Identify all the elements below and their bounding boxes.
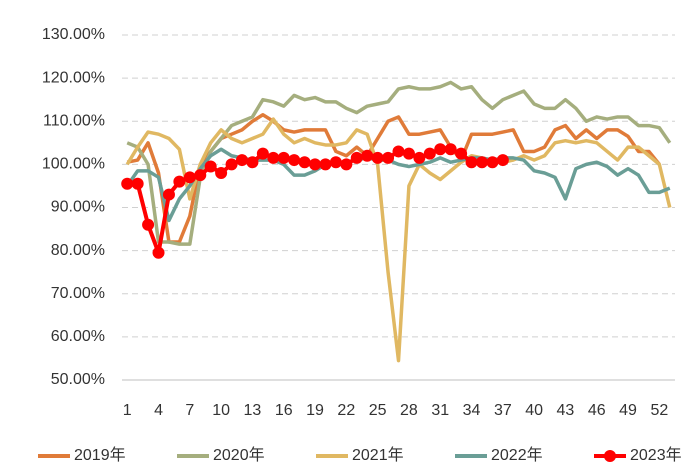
legend-label: 2020年 (213, 446, 265, 464)
series-marker (142, 218, 155, 231)
x-tick-label: 16 (275, 402, 293, 419)
series-marker (402, 147, 415, 160)
x-tick-label: 13 (244, 402, 262, 419)
y-tick-label: 130.00% (42, 26, 105, 43)
series-marker (194, 169, 207, 182)
x-tick-label: 49 (619, 402, 637, 419)
series-marker (215, 167, 228, 179)
series-marker (496, 154, 509, 167)
x-tick-label: 4 (154, 402, 163, 419)
x-tick-label: 19 (306, 402, 324, 419)
series-marker (350, 151, 363, 164)
y-tick-label: 110.00% (43, 112, 105, 129)
series-marker (277, 151, 290, 164)
x-tick-label: 46 (588, 402, 606, 419)
y-tick-label: 50.00% (51, 371, 105, 388)
y-tick-label: 60.00% (51, 328, 105, 345)
series-marker (392, 145, 405, 158)
series-marker (173, 175, 186, 188)
series-marker (319, 158, 332, 171)
series-marker (444, 143, 457, 156)
series-marker (298, 156, 311, 169)
series-line (126, 113, 661, 244)
series-marker (204, 160, 217, 173)
series-marker (329, 156, 342, 169)
series-marker (434, 143, 447, 156)
series-marker (256, 147, 269, 160)
series-marker (288, 154, 301, 167)
series-marker (486, 156, 499, 169)
legend-label: 2019年 (74, 446, 126, 464)
series-marker (152, 246, 165, 259)
legend-label: 2023年 (630, 446, 682, 464)
x-tick-label: 40 (525, 402, 543, 419)
x-tick-label: 1 (123, 402, 132, 419)
legend-label: 2022年 (491, 446, 543, 464)
x-tick-label: 31 (431, 402, 449, 419)
series-line (126, 80, 672, 246)
x-tick-label: 25 (369, 402, 387, 419)
legend-label: 2021年 (352, 446, 404, 464)
series-marker (361, 149, 374, 162)
series-marker (371, 151, 384, 164)
series-marker (267, 151, 280, 164)
series-marker (382, 151, 395, 164)
series-marker (246, 156, 259, 169)
series-marker (465, 156, 478, 169)
x-tick-label: 22 (337, 402, 355, 419)
y-tick-label: 80.00% (51, 242, 105, 259)
legend-marker (604, 450, 616, 462)
y-tick-label: 100.00% (42, 156, 105, 173)
series-marker (131, 177, 144, 190)
x-tick-label: 52 (650, 402, 668, 419)
x-tick-label: 37 (494, 402, 512, 419)
x-tick-label: 28 (400, 402, 418, 419)
y-tick-label: 70.00% (51, 285, 105, 302)
series-marker (340, 158, 353, 171)
series-line (125, 147, 671, 223)
y-tick-label: 120.00% (42, 69, 105, 86)
series-marker (121, 177, 134, 190)
y-tick-label: 90.00% (51, 199, 105, 216)
series-marker (423, 147, 436, 160)
series-marker (162, 188, 175, 201)
series-marker (235, 154, 248, 167)
x-tick-label: 43 (557, 402, 575, 419)
series-marker (455, 147, 468, 160)
x-tick-label: 10 (212, 402, 230, 419)
series-marker (309, 158, 322, 171)
x-tick-label: 7 (185, 402, 194, 419)
x-tick-label: 34 (463, 402, 481, 419)
series-marker (225, 158, 238, 171)
series-line (125, 117, 672, 363)
series-marker (183, 171, 196, 184)
series-marker (413, 151, 426, 164)
series-marker (475, 156, 488, 169)
